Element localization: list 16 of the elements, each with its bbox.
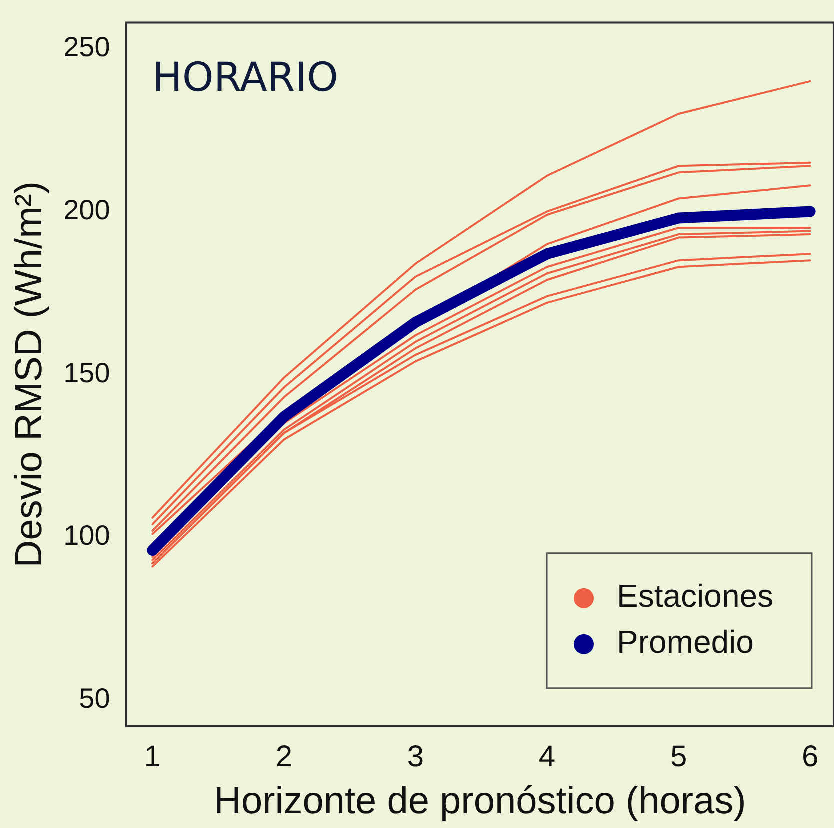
x-tick-label: 6 (802, 740, 819, 774)
y-tick-label: 100 (64, 520, 110, 552)
legend-label: Promedio (617, 624, 754, 660)
x-tick-label: 3 (407, 740, 424, 774)
y-tick-label: 250 (64, 32, 110, 63)
y-tick-label: 50 (79, 683, 110, 714)
x-tick-label: 4 (538, 740, 556, 774)
y-axis-title: Desvio RMSD (Wh/m²) (8, 181, 50, 568)
legend-label: Estaciones (617, 578, 774, 614)
x-axis-title: Horizonte de pronóstico (horas) (214, 780, 746, 823)
x-tick-label: 1 (144, 740, 161, 774)
x-tick-label: 2 (276, 740, 293, 774)
y-tick-label: 150 (64, 357, 110, 388)
x-tick-label: 5 (670, 740, 688, 774)
text: HORARIO (152, 55, 338, 102)
y-tick-label: 200 (64, 194, 110, 226)
